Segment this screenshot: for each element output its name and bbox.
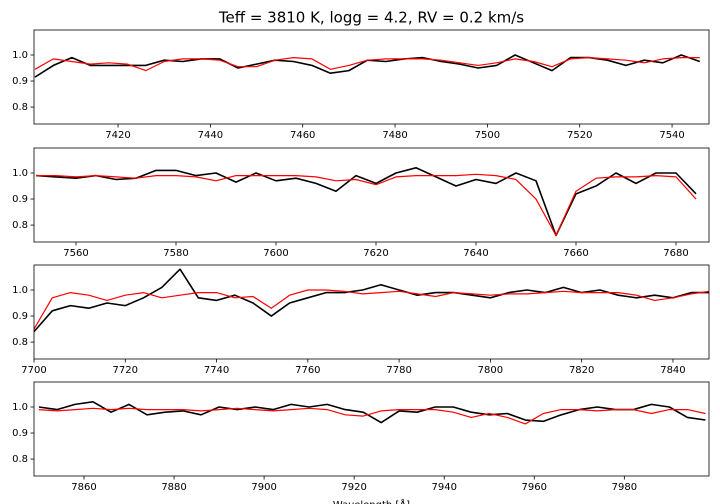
y-tick-label: 1.0 bbox=[12, 168, 28, 179]
y-tick-label: 1.0 bbox=[12, 285, 28, 296]
x-tick-label: 7460 bbox=[290, 130, 315, 141]
x-tick-label: 7560 bbox=[63, 248, 88, 259]
axes-frame bbox=[33, 381, 710, 477]
y-tick-label: 0.8 bbox=[12, 220, 28, 231]
axes-frame bbox=[33, 147, 710, 243]
y-tick-label: 0.8 bbox=[12, 102, 28, 113]
x-tick-label: 7720 bbox=[113, 365, 138, 376]
x-tick-label: 7600 bbox=[263, 248, 288, 259]
x-tick-label: 7540 bbox=[659, 130, 684, 141]
x-tick-label: 7660 bbox=[563, 248, 588, 259]
y-tick-label: 0.8 bbox=[12, 454, 28, 465]
y-tick-label: 0.9 bbox=[12, 76, 28, 87]
x-axis-label: Wavelength [Å] bbox=[333, 498, 410, 504]
x-tick-label: 7420 bbox=[105, 130, 130, 141]
y-tick-label: 0.9 bbox=[12, 428, 28, 439]
x-tick-label: 7980 bbox=[612, 482, 637, 493]
chart-title: Teff = 3810 K, logg = 4.2, RV = 0.2 km/s bbox=[218, 9, 524, 27]
x-tick-label: 7900 bbox=[251, 482, 276, 493]
axes-frame bbox=[33, 264, 710, 360]
y-tick-label: 0.9 bbox=[12, 194, 28, 205]
x-tick-label: 7960 bbox=[522, 482, 547, 493]
spectrum-line bbox=[38, 407, 706, 425]
y-tick-label: 1.0 bbox=[12, 402, 28, 413]
spectrum-line bbox=[38, 400, 706, 424]
x-tick-label: 7740 bbox=[204, 365, 229, 376]
x-tick-label: 7580 bbox=[163, 248, 188, 259]
x-tick-label: 7780 bbox=[386, 365, 411, 376]
spectrum-line bbox=[34, 289, 709, 330]
x-tick-label: 7940 bbox=[431, 482, 456, 493]
x-tick-label: 7840 bbox=[660, 365, 685, 376]
x-tick-label: 7640 bbox=[463, 248, 488, 259]
y-tick-label: 0.9 bbox=[12, 311, 28, 322]
axes-frame bbox=[33, 29, 710, 125]
x-tick-label: 7620 bbox=[363, 248, 388, 259]
spectrum-line bbox=[36, 173, 697, 237]
y-tick-label: 1.0 bbox=[12, 50, 28, 61]
x-tick-label: 7760 bbox=[295, 365, 320, 376]
x-tick-label: 7920 bbox=[341, 482, 366, 493]
x-tick-label: 7440 bbox=[198, 130, 223, 141]
spectrum-line bbox=[34, 57, 700, 72]
x-tick-label: 7500 bbox=[475, 130, 500, 141]
x-tick-label: 7880 bbox=[161, 482, 186, 493]
spectrum-line bbox=[34, 268, 709, 333]
x-tick-label: 7820 bbox=[569, 365, 594, 376]
spectrum-line bbox=[35, 166, 697, 237]
x-tick-label: 7800 bbox=[478, 365, 503, 376]
x-tick-label: 7700 bbox=[21, 365, 46, 376]
y-tick-label: 0.8 bbox=[12, 337, 28, 348]
x-tick-label: 7860 bbox=[71, 482, 96, 493]
x-tick-label: 7520 bbox=[567, 130, 592, 141]
x-tick-label: 7680 bbox=[663, 248, 688, 259]
x-tick-label: 7480 bbox=[382, 130, 407, 141]
